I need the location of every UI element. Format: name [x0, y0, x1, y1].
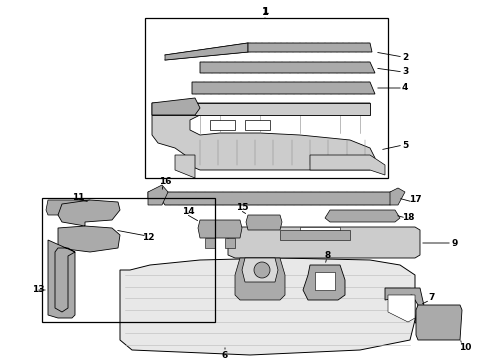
- Polygon shape: [198, 220, 242, 238]
- Polygon shape: [152, 103, 375, 170]
- Polygon shape: [152, 103, 370, 115]
- Polygon shape: [225, 238, 235, 248]
- Polygon shape: [248, 43, 372, 52]
- Polygon shape: [228, 227, 420, 258]
- Polygon shape: [46, 200, 92, 215]
- Polygon shape: [246, 215, 282, 230]
- Text: 18: 18: [402, 213, 414, 222]
- Polygon shape: [192, 82, 375, 94]
- Polygon shape: [205, 238, 215, 248]
- Text: 17: 17: [409, 195, 421, 204]
- Polygon shape: [152, 98, 200, 115]
- Text: 1: 1: [262, 7, 269, 17]
- Text: 8: 8: [325, 251, 331, 260]
- Polygon shape: [120, 258, 415, 355]
- Polygon shape: [385, 288, 425, 328]
- Polygon shape: [175, 155, 195, 178]
- Text: 13: 13: [32, 285, 44, 294]
- Polygon shape: [245, 120, 270, 130]
- Text: 2: 2: [402, 53, 408, 62]
- Polygon shape: [148, 185, 168, 205]
- Polygon shape: [235, 258, 285, 300]
- Circle shape: [254, 262, 270, 278]
- Polygon shape: [58, 200, 120, 252]
- Polygon shape: [48, 240, 75, 318]
- Polygon shape: [148, 192, 395, 205]
- Text: 14: 14: [182, 207, 195, 216]
- Polygon shape: [165, 43, 248, 60]
- Text: 6: 6: [222, 351, 228, 360]
- Text: 11: 11: [72, 193, 84, 202]
- Polygon shape: [310, 155, 385, 175]
- Polygon shape: [315, 272, 335, 290]
- Polygon shape: [210, 120, 235, 130]
- Polygon shape: [242, 258, 278, 282]
- Polygon shape: [325, 210, 400, 222]
- Text: 4: 4: [402, 84, 408, 93]
- Polygon shape: [200, 62, 375, 73]
- Text: 15: 15: [236, 203, 248, 212]
- Polygon shape: [280, 230, 350, 240]
- Text: 16: 16: [159, 177, 171, 186]
- Text: 3: 3: [402, 68, 408, 77]
- Text: 12: 12: [142, 234, 154, 243]
- Polygon shape: [300, 227, 340, 230]
- Polygon shape: [388, 295, 415, 322]
- Text: 9: 9: [452, 238, 458, 248]
- Polygon shape: [303, 265, 345, 300]
- Text: 1: 1: [262, 8, 268, 17]
- Text: 7: 7: [429, 293, 435, 302]
- Polygon shape: [416, 305, 462, 340]
- Text: 5: 5: [402, 140, 408, 149]
- Polygon shape: [390, 188, 405, 205]
- Text: 10: 10: [459, 343, 471, 352]
